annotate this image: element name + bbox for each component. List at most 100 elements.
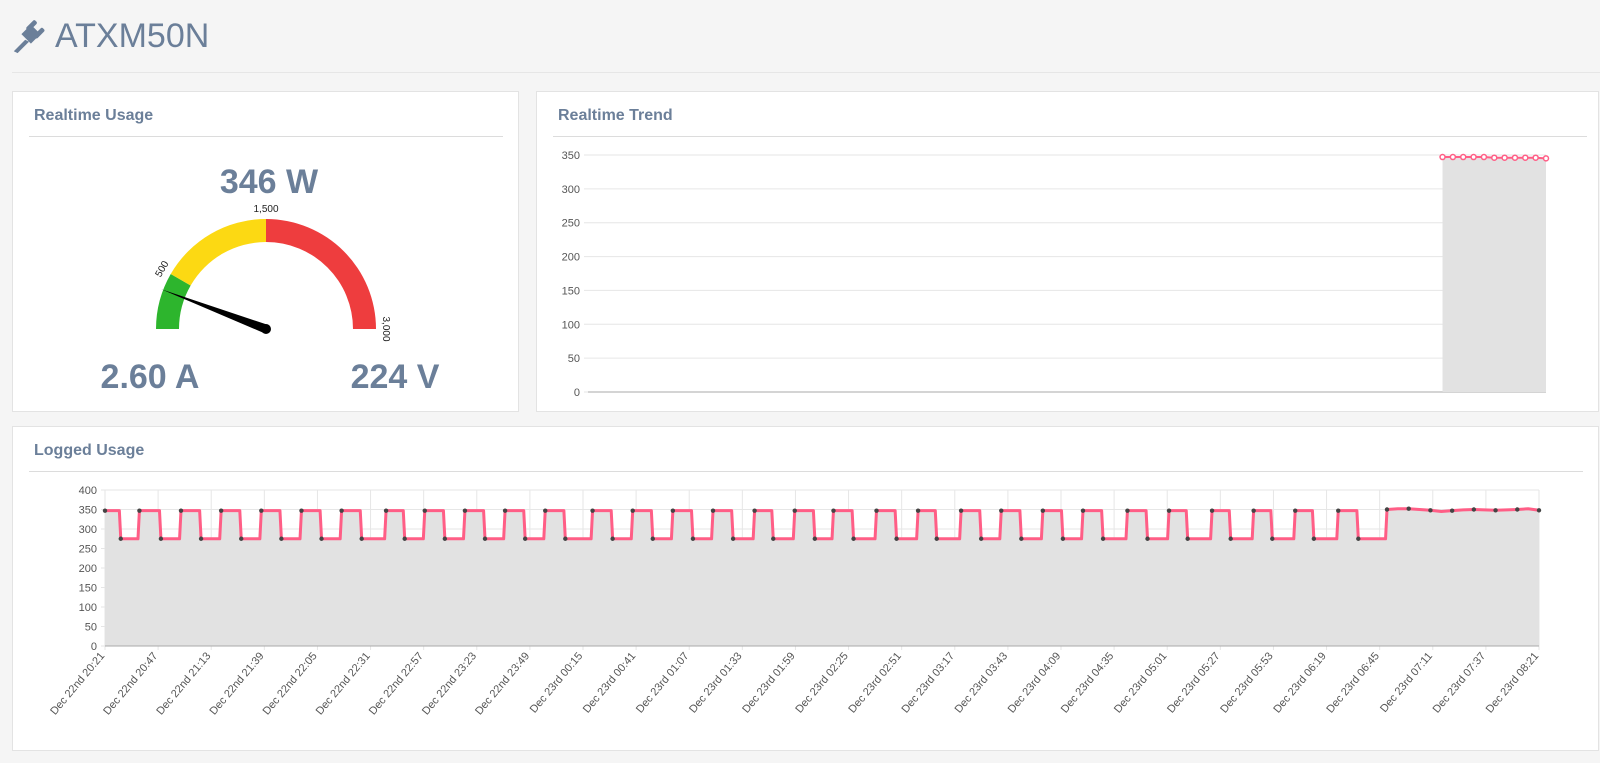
logged-point	[1040, 508, 1046, 513]
trend-point	[1542, 155, 1550, 162]
logged-point	[1311, 536, 1317, 541]
logged-point	[1493, 508, 1498, 513]
realtime-trend-chart: 0 50 100 150 200 250 300 350	[562, 150, 1550, 399]
x-tick-label: Dec 23rd 01:07	[634, 650, 692, 715]
power-readout: 346 W	[219, 163, 319, 201]
logged-point	[239, 536, 244, 541]
logged-point	[1384, 507, 1390, 512]
gauge-tick-label: 1,500	[253, 204, 278, 215]
logged-point	[218, 508, 224, 513]
logged-point	[563, 536, 568, 541]
x-tick-label: Dec 22nd 21:39	[208, 650, 267, 717]
voltage-readout: 224 V	[350, 358, 440, 396]
trend-point	[1501, 154, 1508, 161]
gauge-tick-label: 3,000	[380, 316, 391, 341]
trend-area	[1442, 157, 1546, 392]
y-tick-label: 50	[568, 353, 580, 365]
x-tick-label: Dec 23rd 04:09	[1006, 650, 1064, 715]
logged-point	[958, 508, 964, 513]
trend-point	[1532, 154, 1539, 161]
logged-point	[894, 536, 899, 541]
gauge-band-1	[170, 219, 266, 286]
x-tick-label: Dec 23rd 03:17	[900, 650, 958, 715]
realtime-trend-title: Realtime Trend	[558, 107, 673, 124]
x-tick-label: Dec 22nd 21:13	[154, 650, 213, 717]
logged-point	[1166, 508, 1172, 513]
power-gauge: 500 1,500 3,000	[154, 204, 391, 342]
y-tick-label: 150	[79, 583, 97, 595]
logged-point	[422, 508, 427, 513]
logged-point	[630, 508, 635, 513]
logged-point	[915, 508, 921, 513]
logged-point	[319, 536, 324, 541]
logged-point	[1209, 508, 1215, 513]
logged-point	[118, 536, 123, 541]
x-tick-label: Dec 23rd 08:21	[1484, 650, 1542, 715]
logged-point	[590, 508, 595, 513]
logged-point	[1356, 536, 1361, 541]
logged-point	[771, 536, 776, 541]
page-header: ATXM50N	[0, 0, 1600, 73]
logged-area	[105, 508, 1539, 646]
gauge-band-0	[156, 274, 191, 329]
logged-point	[650, 536, 655, 541]
logged-point	[690, 536, 696, 541]
page-title: ATXM50N	[55, 17, 210, 55]
x-tick-label: Dec 22nd 20:21	[48, 650, 107, 717]
x-tick-label: Dec 22nd 20:47	[101, 650, 160, 717]
y-tick-label: 350	[79, 505, 97, 517]
logged-point	[670, 508, 676, 513]
logged-point	[383, 508, 389, 513]
trend-point	[1439, 153, 1446, 161]
y-tick-label: 0	[574, 387, 580, 399]
logged-point	[1251, 508, 1256, 513]
x-tick-label: Dec 22nd 22:31	[314, 650, 373, 717]
x-tick-label: Dec 23rd 00:41	[581, 650, 639, 715]
logged-point	[1185, 536, 1190, 541]
x-tick-label: Dec 23rd 03:43	[953, 650, 1011, 715]
trend-point	[1449, 153, 1457, 161]
x-tick-label: Dec 23rd 01:59	[740, 650, 798, 715]
y-tick-label: 200	[79, 563, 97, 575]
y-tick-label: 250	[562, 218, 580, 230]
gauge-tick-label: 500	[154, 259, 172, 279]
y-tick-label: 400	[79, 485, 97, 497]
x-tick-label: Dec 23rd 07:11	[1378, 650, 1435, 715]
logged-point	[1100, 536, 1106, 541]
gauge-needle	[161, 289, 268, 334]
logged-point	[730, 536, 736, 541]
logged-point	[339, 508, 344, 513]
logged-point	[102, 508, 108, 513]
logged-point	[1406, 506, 1411, 511]
x-tick-label: Dec 23rd 00:15	[528, 650, 586, 715]
logged-point	[442, 536, 448, 541]
trend-point	[1480, 153, 1488, 161]
realtime-usage-panel: Realtime Usage	[12, 91, 519, 412]
x-tick-label: Dec 23rd 06:19	[1271, 650, 1329, 715]
x-tick-label: Dec 23rd 05:53	[1218, 650, 1276, 715]
logged-point	[710, 508, 716, 513]
x-tick-label: Dec 23rd 05:01	[1112, 650, 1170, 715]
y-tick-label: 100	[562, 319, 580, 331]
logged-point	[158, 536, 164, 541]
y-tick-label: 250	[79, 544, 97, 556]
logged-point	[522, 536, 528, 541]
panel-divider	[553, 136, 1587, 137]
logged-point	[999, 508, 1004, 513]
logged-point	[851, 536, 856, 541]
trend-point	[1491, 154, 1498, 161]
y-tick-label: 200	[562, 252, 580, 264]
logged-point	[978, 536, 984, 541]
logged-point	[137, 508, 142, 513]
plug-icon	[13, 20, 45, 54]
logged-point	[178, 508, 184, 513]
x-tick-label: Dec 22nd 22:57	[367, 650, 426, 717]
x-tick-label: Dec 23rd 02:51	[846, 650, 904, 715]
gauge-band-2	[266, 219, 376, 329]
logged-point	[610, 536, 615, 541]
trend-point	[1470, 153, 1477, 161]
logged-point	[1449, 508, 1455, 513]
y-tick-label: 100	[79, 602, 97, 614]
panel-divider	[29, 471, 1583, 472]
